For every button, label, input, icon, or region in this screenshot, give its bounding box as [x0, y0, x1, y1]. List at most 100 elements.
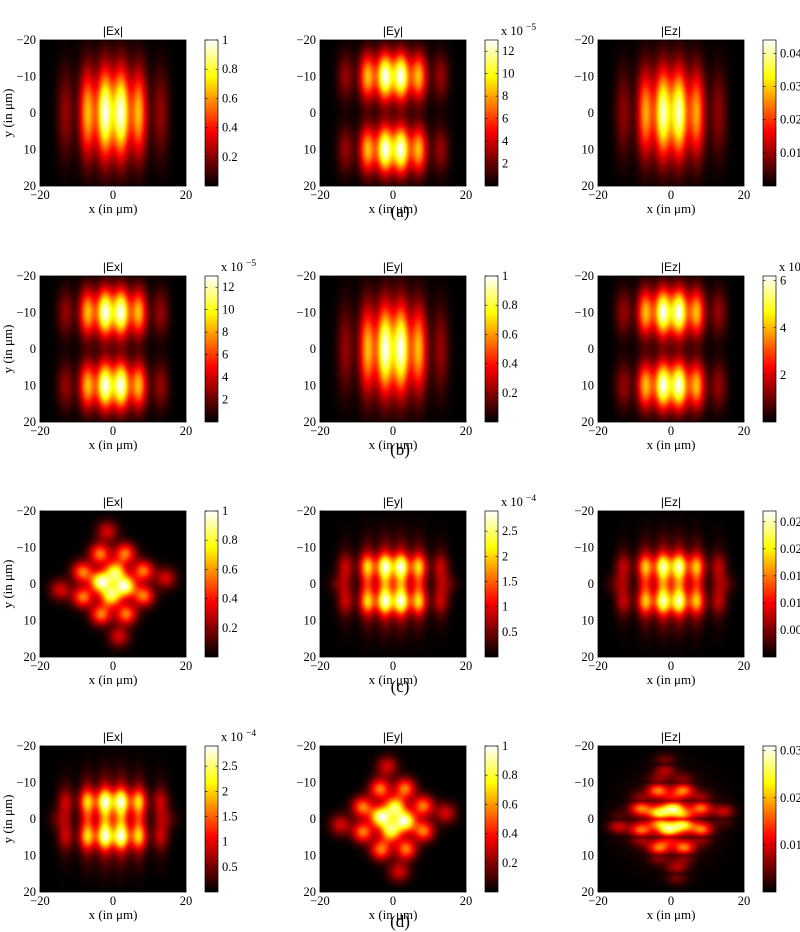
y-axis-label: y (in μm)	[0, 560, 15, 609]
y-tick-label: 10	[304, 614, 317, 628]
y-tick-label: 0	[588, 342, 594, 356]
x-tick-label: −20	[30, 894, 50, 908]
y-tick-label: −10	[16, 70, 36, 84]
y-tick-label: −10	[16, 541, 36, 555]
heatmap-image	[40, 511, 186, 657]
x-tick-label: 20	[460, 659, 473, 673]
y-tick-label: 0	[310, 812, 316, 826]
plot-title: |Ez|	[661, 730, 681, 744]
y-tick-label: 0	[310, 577, 316, 591]
colorbar	[485, 746, 498, 892]
y-tick-label: −20	[16, 269, 36, 283]
y-tick-label: −20	[16, 33, 36, 47]
x-tick-label: 0	[110, 188, 116, 202]
y-tick-label: −10	[296, 306, 316, 320]
heatmap-panel: |Ex| −20 0 20 −20 −10 0 10 20 x (in μm) y (in μm) 0…	[0, 726, 256, 922]
y-tick-label: 20	[304, 885, 317, 899]
y-tick-label: −10	[574, 306, 594, 320]
x-tick-label: 0	[390, 894, 396, 908]
colorbar-tick-label: 0.01	[780, 596, 800, 610]
heatmap-image	[40, 276, 186, 422]
x-tick-label: 20	[738, 424, 751, 438]
y-tick-label: 20	[24, 179, 37, 193]
y-tick-label: 0	[30, 342, 36, 356]
x-tick-label: −20	[588, 894, 608, 908]
y-tick-label: 20	[582, 179, 595, 193]
x-axis-label: x (in μm)	[89, 672, 138, 687]
y-tick-label: 10	[24, 849, 37, 863]
y-tick-label: −20	[296, 504, 316, 518]
colorbar-tick-label: 1	[502, 269, 508, 283]
plot-title: |Ex|	[103, 24, 123, 38]
y-tick-label: 10	[304, 849, 317, 863]
colorbar-tick-label: 10	[222, 303, 235, 317]
colorbar-tick-label: 0.2	[222, 150, 238, 164]
heatmap-image	[598, 746, 744, 892]
colorbar-tick-label: 0.2	[222, 621, 238, 635]
heatmap-panel: |Ez| −20 0 20 −20 −10 0 10 20 x (in μm) 0.01 0.02 0.…	[558, 20, 800, 216]
colorbar-tick-label: 2	[502, 157, 508, 171]
colorbar-tick-label: 1	[502, 600, 508, 614]
x-tick-label: −20	[588, 424, 608, 438]
colorbar-tick-label: 12	[502, 44, 515, 58]
colorbar-tick-label: 0.4	[222, 121, 238, 135]
row-label-d: (d)	[390, 912, 410, 931]
colorbar-frame	[204, 745, 219, 893]
y-tick-label: −20	[296, 269, 316, 283]
y-tick-label: −20	[574, 504, 594, 518]
colorbar-tick-label: 2	[222, 784, 228, 798]
y-tick-label: −10	[296, 776, 316, 790]
x-tick-label: 0	[668, 894, 674, 908]
heatmap-image	[320, 746, 466, 892]
y-tick-label: −10	[16, 306, 36, 320]
x-axis-label: x (in μm)	[89, 437, 138, 452]
colorbar-tick-label: 0.015	[780, 569, 800, 583]
x-axis-label: x (in μm)	[89, 907, 138, 922]
colorbar-tick-label: 2	[780, 368, 786, 382]
y-axis-label: y (in μm)	[0, 795, 15, 844]
plot-title: |Ez|	[661, 260, 681, 274]
colorbar-tick-label: 0.01	[780, 838, 800, 852]
colorbar-tick-label: 1	[222, 33, 228, 47]
y-tick-label: −10	[296, 541, 316, 555]
y-tick-label: 10	[582, 614, 595, 628]
plot-title: |Ez|	[661, 495, 681, 509]
colorbar	[485, 276, 498, 422]
colorbar-tick-label: 2	[222, 393, 228, 407]
heatmap-image	[320, 511, 466, 657]
heatmap-panel: |Ex| −20 0 20 −20 −10 0 10 20 x (in μm) y (in μm) 0…	[0, 491, 240, 687]
x-tick-label: −20	[310, 424, 330, 438]
colorbar-tick-label: 0.4	[502, 827, 518, 841]
x-axis-label: x (in μm)	[647, 672, 696, 687]
x-axis-label: x (in μm)	[647, 907, 696, 922]
y-tick-label: −10	[574, 70, 594, 84]
y-tick-label: 10	[582, 379, 595, 393]
colorbar-multiplier: x 10 −3	[779, 259, 800, 274]
colorbar-multiplier: x 10 −5	[501, 23, 536, 38]
colorbar-tick-label: 2.5	[222, 759, 238, 773]
colorbar-tick-label: 0.2	[502, 386, 518, 400]
y-tick-label: 0	[30, 812, 36, 826]
heatmap-image	[320, 40, 466, 186]
colorbar-frame	[484, 39, 499, 187]
colorbar-tick-label: 0.5	[222, 860, 238, 874]
heatmap-panel: |Ey| −20 0 20 −20 −10 0 10 20 x (in μm) 0.5 1 1.5 2 2.…	[280, 491, 536, 687]
y-axis-label: y (in μm)	[0, 325, 15, 374]
colorbar-tick-label: 1	[502, 739, 508, 753]
colorbar-tick-label: 0.4	[222, 592, 238, 606]
x-axis-label: x (in μm)	[369, 672, 418, 687]
colorbar-tick-label: 1	[222, 504, 228, 518]
y-tick-label: 10	[24, 143, 37, 157]
y-tick-label: 10	[582, 849, 595, 863]
colorbar	[205, 276, 218, 422]
colorbar-tick-label: 0.4	[502, 357, 518, 371]
plot-title: |Ex|	[103, 260, 123, 274]
y-tick-label: 10	[304, 379, 317, 393]
heatmap-panel: |Ex| −20 0 20 −20 −10 0 10 20 x (in μm) y (in μm) 0…	[0, 20, 240, 216]
colorbar	[485, 511, 498, 657]
x-tick-label: 0	[668, 659, 674, 673]
